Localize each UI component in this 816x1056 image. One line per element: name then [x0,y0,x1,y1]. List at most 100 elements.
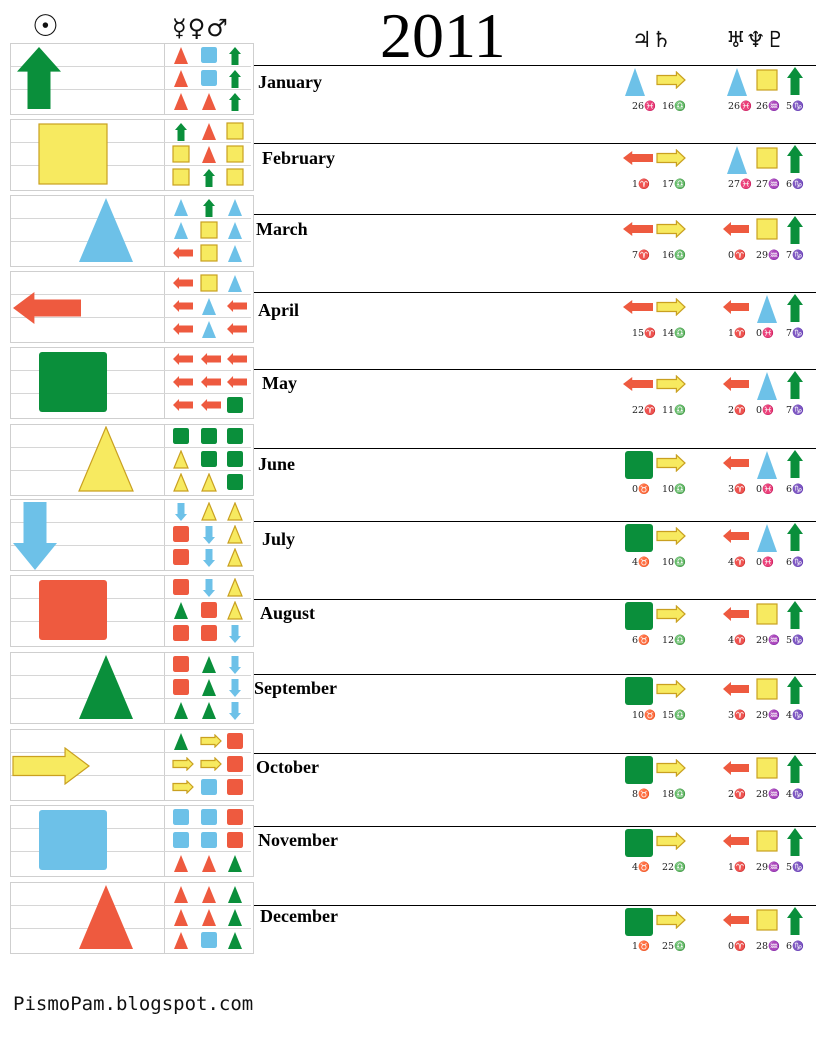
box-stripe [11,470,251,471]
inner-planet-tri-icon [174,70,188,87]
inner-planet-sq-icon [201,832,217,848]
planet-degree: 6♑ [786,941,804,952]
outer-planet-tri-icon [757,295,777,323]
box-stripe [11,165,251,166]
inner-planet-sq-icon [226,122,244,140]
outer-planet-left-icon [723,607,749,621]
planet-degree: 11♎ [662,405,686,416]
month-rule [250,753,816,754]
outer-planet-right-icon [656,375,686,393]
month-label: April [258,300,300,320]
outer-planet-sq-icon [756,678,778,700]
inner-planet-tri-icon [173,473,189,492]
planet-degree: 16♎ [662,101,686,112]
outer-planet-right-icon [656,149,686,167]
planet-degree: 5♑ [786,635,804,646]
outer-planet-sq-icon [756,757,778,779]
sun-sign-arrow-down-icon [13,502,57,570]
inner-planet-sq-icon [227,733,243,749]
inner-planet-sq-icon [201,451,217,467]
box-stripe [11,752,251,753]
inner-planet-down-icon [229,702,241,720]
month-label: November [258,830,338,850]
inner-planet-tri-icon [174,702,188,719]
inner-planet-sq-icon [201,70,217,86]
outer-planet-left-icon [723,456,749,470]
inner-planet-tri-icon [174,909,188,926]
planet-degree: 22♈ [632,405,656,416]
inner-planet-sq-icon [201,779,217,795]
inner-planet-down-icon [203,579,215,597]
inner-planet-left-icon [173,353,193,365]
outer-planet-sq-icon [625,908,653,936]
inner-planet-left-icon [173,399,193,411]
planet-degree: 26♓ [632,101,656,112]
inner-planet-sq-icon [201,602,217,618]
sun-sign-square-icon [39,810,107,870]
inner-planet-sq-icon [201,625,217,641]
month-rule [250,674,816,675]
inner-planet-sq-icon [227,428,243,444]
outer-planet-tri-icon [625,68,645,96]
inner-planet-tri-icon [202,93,216,110]
inner-planet-tri-icon [227,525,243,544]
inner-planet-left-icon [201,399,221,411]
planet-degree: 10♎ [662,557,686,568]
planet-degree: 8♉ [632,789,650,800]
inner-planet-tri-icon [227,601,243,620]
sun-sign-arrow-up-icon [17,47,61,109]
outer-planet-tri-icon [757,524,777,552]
inner-planet-left-icon [201,376,221,388]
outer-planet-sq-icon [756,69,778,91]
box-stripe [11,370,251,371]
outer-planet-left-icon [723,377,749,391]
planet-degree: 29♒ [756,710,780,721]
inner-planet-sq-icon [173,809,189,825]
planet-degree: 1♈ [632,179,650,190]
inner-planet-tri-icon [228,222,242,239]
outer-planet-up-icon [787,523,803,551]
inner-planet-tri-icon [201,502,217,521]
inner-planet-sq-icon [200,274,218,292]
sun-sign-triangle-icon [78,426,134,492]
inner-planet-up-icon [203,169,215,187]
planet-degree: 15♎ [662,710,686,721]
box-stripe [11,905,251,906]
month-rule [250,214,816,215]
planet-degree: 0♓ [756,484,774,495]
month-rule [250,369,816,370]
planet-degree: 2♈ [728,789,746,800]
inner-planet-left-icon [227,376,247,388]
outer-planet-right-icon [656,759,686,777]
planet-degree: 6♑ [786,557,804,568]
outer-planet-left-icon [623,222,653,236]
outer-planet-left-icon [723,761,749,775]
inner-planet-up-icon [229,93,241,111]
month-label: July [262,529,296,549]
month-rule [250,905,816,906]
outer-planet-left-icon [623,151,653,165]
planet-degree: 0♓ [756,328,774,339]
outer-planet-tri-icon [727,68,747,96]
outer-planet-left-icon [623,377,653,391]
sun-sign-triangle-icon [79,885,133,949]
planet-degree: 2♈ [728,405,746,416]
inner-planet-left-icon [227,353,247,365]
outer-planet-left-icon [723,913,749,927]
box-stripe [11,675,251,676]
inner-planet-up-icon [229,70,241,88]
inner-planet-left-icon [173,323,193,335]
inner-planet-down-icon [175,503,187,521]
inner-planet-tri-icon [228,886,242,903]
inner-planet-tri-icon [228,275,242,292]
inner-planet-right-icon [172,780,194,794]
inner-planet-sq-icon [173,656,189,672]
inner-planet-sq-icon [200,221,218,239]
inner-planet-sq-icon [227,809,243,825]
box-stripe [11,447,251,448]
inner-planet-tri-icon [174,47,188,64]
inner-planet-sq-icon [226,168,244,186]
planet-degree: 0♓ [756,557,774,568]
box-stripe [11,89,251,90]
outer-planet-up-icon [787,828,803,856]
